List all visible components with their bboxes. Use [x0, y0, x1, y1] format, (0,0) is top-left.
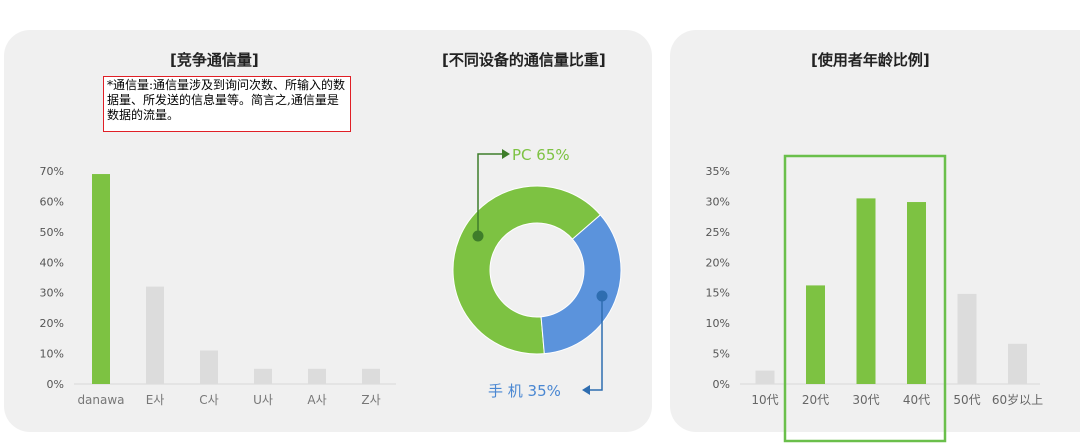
- pc-label: PC 65%: [512, 146, 570, 164]
- age-ytick-label: 10%: [706, 317, 730, 330]
- age-ytick-label: 0%: [713, 378, 730, 391]
- pc-callout-arrow: [502, 149, 510, 159]
- age-ytick-label: 25%: [706, 226, 730, 239]
- age-bar: [806, 285, 825, 384]
- competition-ytick-label: 30%: [40, 287, 64, 300]
- competition-bar: [146, 286, 164, 384]
- age-bar: [755, 370, 775, 384]
- donut-slice-1: [540, 214, 622, 355]
- mobile-label: 手 机 35%: [488, 382, 561, 400]
- mobile-callout-arrow: [582, 385, 590, 395]
- age-ytick-label: 30%: [706, 195, 730, 208]
- age-xtick-label: 20代: [802, 393, 829, 407]
- competition-bar: [92, 174, 110, 384]
- competition-ytick-label: 0%: [47, 378, 64, 391]
- competition-xtick-label: danawa: [77, 393, 124, 407]
- traffic-definition-note: *通信量:通信量涉及到询问次数、所输入的数据量、所发送的信息量等。简言之,通信量…: [103, 76, 351, 132]
- age-ytick-label: 35%: [706, 165, 730, 178]
- age-xtick-label: 60岁以上: [992, 392, 1043, 407]
- age-ytick-label: 15%: [706, 287, 730, 300]
- age-xtick-label: 50代: [953, 393, 980, 407]
- competition-xtick-label: C사: [199, 393, 218, 407]
- competition-ytick-label: 20%: [40, 317, 64, 330]
- age-highlight-box: [783, 154, 947, 443]
- mobile-callout-line: [590, 296, 603, 391]
- age-xtick-label: 30代: [852, 393, 879, 407]
- competition-ytick-label: 10%: [40, 348, 64, 361]
- competition-bar: [254, 368, 272, 384]
- competition-ytick-label: 50%: [40, 226, 64, 239]
- competition-bar: [362, 368, 380, 384]
- age-xtick-label: 10代: [751, 393, 778, 407]
- competition-traffic-title: [竞争通信量]: [170, 51, 259, 69]
- competition-xtick-label: Z사: [361, 393, 380, 407]
- age-bar: [856, 198, 876, 384]
- donut-hole: [491, 224, 583, 316]
- competition-bar: [308, 368, 326, 384]
- pc-callout-line: [477, 153, 502, 236]
- age-bar: [957, 293, 977, 384]
- device-share-title: [不同设备的通信量比重]: [442, 51, 606, 69]
- competition-ytick-label: 70%: [40, 165, 64, 178]
- competition-ytick-label: 40%: [40, 256, 64, 269]
- donut-slice-0: [452, 185, 602, 355]
- competition-xtick-label: U사: [253, 393, 273, 407]
- age-bar: [907, 202, 926, 384]
- competition-bar: [200, 350, 218, 384]
- age-ytick-label: 20%: [706, 256, 730, 269]
- age-ytick-label: 5%: [713, 348, 730, 361]
- competition-ytick-label: 60%: [40, 195, 64, 208]
- age-bar: [1008, 343, 1027, 384]
- age-xtick-label: 40代: [903, 393, 930, 407]
- competition-xtick-label: E사: [146, 393, 165, 407]
- competition-xtick-label: A사: [307, 393, 326, 407]
- age-ratio-title: [使用者年龄比例]: [811, 51, 930, 69]
